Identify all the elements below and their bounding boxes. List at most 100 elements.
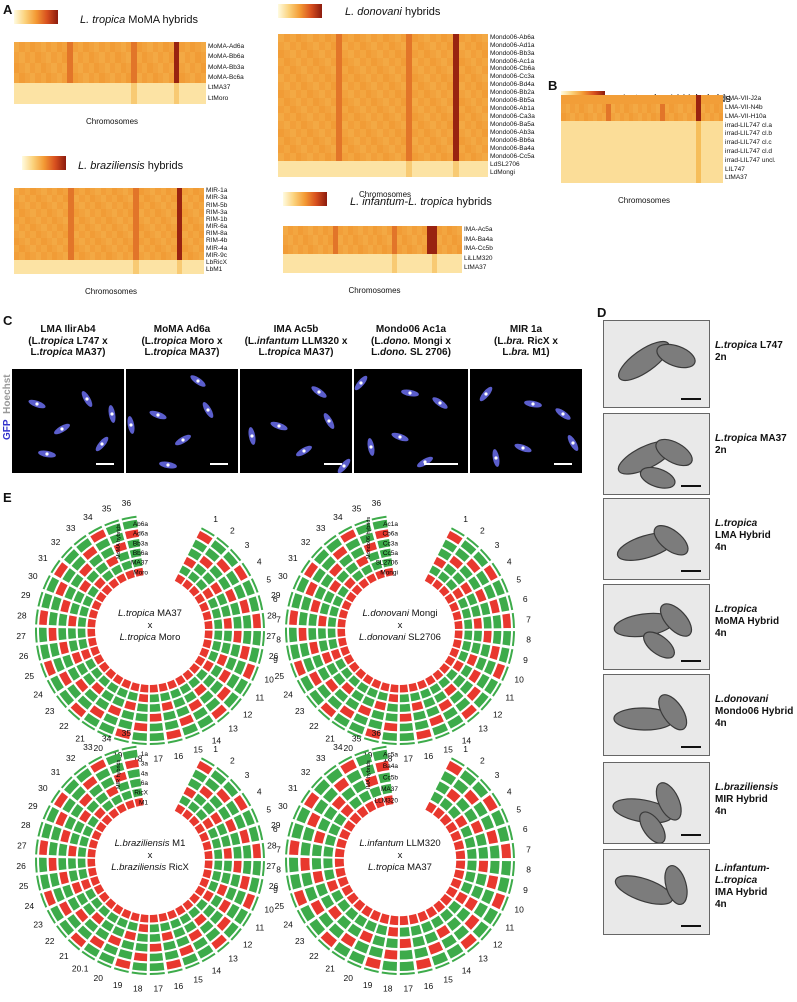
heatmap-row-label: MoMA-Bb6a [208, 53, 245, 61]
heatmap-cell [100, 245, 107, 253]
heatmap-row-label: Mondo06-Ac1a [490, 57, 535, 65]
track-segment [91, 600, 102, 611]
heatmap-cell [283, 263, 288, 273]
heatmap-cell [317, 235, 323, 245]
heatmap-legend [22, 156, 66, 170]
track-segment [321, 556, 336, 571]
heatmap-cell [412, 49, 418, 58]
heatmap-cell [700, 139, 705, 148]
heatmap-cell [418, 65, 424, 74]
heatmap-cell [51, 223, 58, 231]
heatmap-cell [111, 238, 118, 246]
track-segment [438, 699, 453, 712]
heatmap-cell [193, 252, 199, 260]
chromosome-ring-segment [296, 909, 306, 924]
chromosome-ring-segment [300, 789, 311, 804]
heatmap-cell [184, 42, 190, 53]
scale-bar [681, 660, 701, 662]
chromosome-label: 5 [266, 575, 271, 585]
heatmap-cell [407, 263, 413, 273]
track-segment [492, 580, 505, 596]
heatmap-cell [371, 153, 378, 162]
track-segment [452, 639, 462, 649]
heatmap-cell [691, 130, 696, 139]
heatmap-cell [342, 254, 348, 264]
heatmap-cell [597, 130, 602, 139]
heatmap-cell [67, 83, 73, 94]
heatmap-cell [79, 259, 85, 267]
group-label: MoMA hybrids [116, 524, 122, 559]
heatmap-cell [458, 81, 465, 90]
track-segment [38, 857, 48, 873]
track-segment [489, 845, 500, 859]
track-segment [91, 897, 103, 910]
heatmap-row-label: IMA-Ac5a [464, 226, 493, 234]
heatmap-cell [289, 137, 296, 146]
heatmap-cell [441, 153, 448, 162]
track-label: Cc5b [383, 774, 399, 781]
heatmap-cell [160, 202, 166, 210]
heatmap-cell [709, 165, 714, 175]
track-segment [116, 803, 127, 814]
heatmap-cell [400, 41, 407, 50]
heatmap-cell [79, 252, 85, 260]
heatmap-cell [165, 238, 172, 246]
track-segment [484, 660, 496, 675]
heatmap-cell [336, 121, 343, 130]
heatmap-cell [79, 195, 85, 203]
track-segment [179, 683, 192, 695]
tem-ploidy: 2n [715, 445, 727, 456]
heatmap-cell [14, 52, 20, 63]
heatmap-cell [447, 65, 453, 74]
heatmap-cell [318, 81, 325, 90]
chromosome-label: 1 [213, 744, 218, 754]
heatmap-cell [457, 254, 462, 264]
nucleus [317, 390, 321, 394]
heatmap-cell [382, 235, 388, 245]
track-segment [223, 922, 239, 938]
chromosome-label: 28 [267, 840, 277, 850]
heatmap-cell [441, 105, 448, 114]
heatmap-cell [198, 259, 204, 267]
heatmap-cell [371, 41, 378, 50]
heatmap-cell [394, 121, 401, 130]
heatmap-cell [155, 188, 161, 196]
track-segment [98, 661, 110, 673]
heatmap-cell [187, 202, 194, 210]
track-segment [350, 546, 365, 560]
track-segment [83, 943, 100, 958]
heatmap-cell [441, 97, 448, 106]
heatmap-cell [324, 129, 331, 138]
heatmap-cell [301, 65, 308, 74]
track-segment [333, 942, 351, 958]
track-segment [463, 619, 473, 629]
track-segment [383, 795, 394, 806]
track-segment [329, 579, 342, 593]
track-segment [471, 642, 481, 655]
heatmap-cell [110, 93, 116, 104]
heatmap-cell [365, 65, 372, 74]
track-segment [115, 728, 131, 740]
heatmap-cell [359, 161, 366, 170]
heatmap-row-label: Mondo06-Ab3a [490, 128, 535, 136]
track-segment [382, 558, 393, 568]
heatmap-cell [193, 188, 199, 196]
track-segment [312, 844, 323, 857]
track-segment [239, 645, 250, 660]
heatmap-cell [406, 113, 413, 122]
heatmap-cell [615, 147, 620, 157]
chromosome-ring-segment [466, 766, 480, 778]
heatmap-cell [184, 52, 190, 63]
heatmap-cell [592, 156, 597, 166]
chromosome-ring-segment [290, 663, 298, 678]
heatmap-cell [278, 65, 284, 74]
heatmap-cell [295, 49, 302, 58]
heatmap-cell [407, 226, 413, 236]
heatmap-cell [336, 169, 343, 177]
heatmap-cell [19, 52, 25, 63]
track-segment [173, 927, 186, 938]
heatmap-cell [131, 72, 137, 84]
heatmap-cell [158, 42, 164, 53]
track-segment [452, 611, 462, 621]
heatmap-cell [106, 188, 112, 196]
